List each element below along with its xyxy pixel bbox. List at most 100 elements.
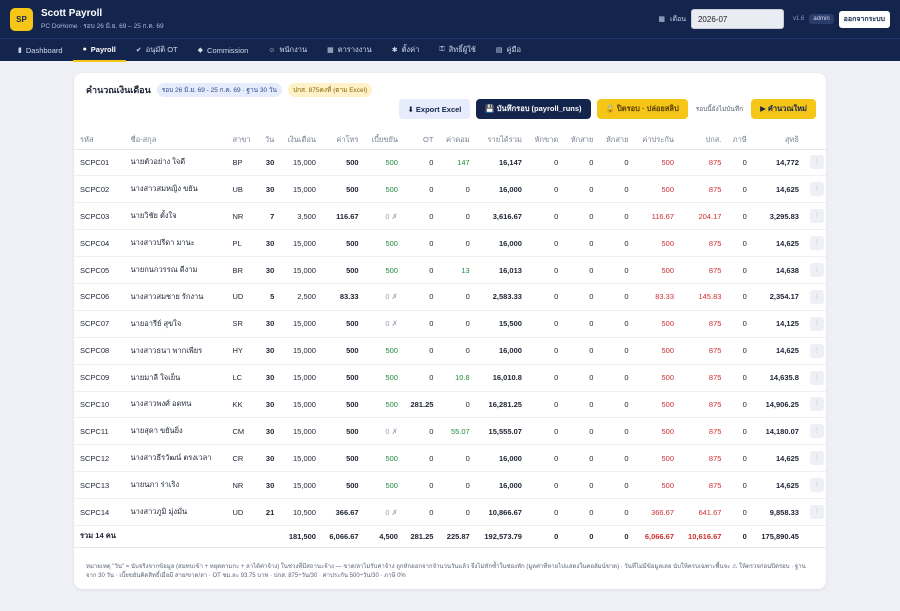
app-title: Scott Payroll <box>41 7 103 19</box>
cell-ss: 875 <box>678 471 726 500</box>
table-row[interactable]: SCPC04 นางสาวปรีดา มานะ PL 30 15,000 500 500 0 0… <box>74 229 826 258</box>
cell-ab: 0 <box>525 337 563 365</box>
cell-sal: 15,000 <box>278 175 320 204</box>
nav-item-5[interactable]: ▦ ตารางงาน <box>317 39 382 62</box>
cell-actions: ⋮ <box>802 391 826 419</box>
table-row[interactable]: SCPC05 นายกนกวรรณ ดีงาม BR 30 15,000 500 500 0 1… <box>74 256 826 284</box>
version-label: v1.6 <box>792 16 805 22</box>
row-detail-button[interactable]: ⋮ <box>810 263 824 277</box>
table-row[interactable]: SCPC03 นายวิชัย ตั้งใจ NR 7 3,500 116.67 0 ✗ 0 0… <box>74 202 826 231</box>
cell-ot: 0 <box>401 498 438 526</box>
unsaved-status: รอบนี้ยังไม่บันทึก <box>695 106 744 113</box>
cell-com: 0 <box>437 471 474 500</box>
cell-id: SCPC11 <box>74 417 127 446</box>
cell-ins: 116.67 <box>632 202 679 231</box>
row-detail-button[interactable]: ⋮ <box>810 397 824 412</box>
table-row[interactable]: SCPC08 นางสาวธนา พากเพียร HY 30 15,000 500 500… <box>74 337 826 365</box>
cell-inc: 15,555.07 <box>473 417 526 446</box>
column-header: หักสาย <box>597 131 633 150</box>
cell-days: 30 <box>258 256 279 284</box>
cell-id: SCPC09 <box>74 364 127 392</box>
table-row[interactable]: SCPC12 นางสาวธีรวัฒน์ ตรงเวลา CR 30 15,000 50… <box>74 444 826 473</box>
cell-sal: 15,000 <box>278 149 320 177</box>
row-detail-button[interactable]: ⋮ <box>810 370 824 385</box>
cell-lt: 0 <box>562 175 598 204</box>
nav-item-4[interactable]: ☺ พนักงาน <box>258 39 317 62</box>
cell-br: HY <box>228 337 259 365</box>
cell-ins: 500 <box>632 471 679 500</box>
row-detail-button[interactable]: ⋮ <box>810 424 824 439</box>
cell-tax: 0 <box>725 337 751 365</box>
cell-ot: 0 <box>401 471 438 500</box>
cell-ot: 0 <box>401 337 438 365</box>
month-label: เดือน <box>670 15 686 23</box>
total-ins: 6,066.67 <box>632 524 679 548</box>
column-header: เบี้ยขยัน <box>362 131 402 150</box>
table-row[interactable]: SCPC06 นางสาวสมชาย รักงาน UD 5 2,500 83.33 0 ✗… <box>74 283 826 311</box>
row-detail-button[interactable]: ⋮ <box>810 451 824 466</box>
cell-ss: 875 <box>678 256 726 284</box>
cell-name: นางสาวสมหญิง ขยัน <box>126 175 229 204</box>
close-run-button[interactable]: 🔒 ปิดรอบ · ปล่อยสลิป <box>596 99 688 119</box>
column-header: ปกส. <box>678 131 726 150</box>
cell-days: 30 <box>258 149 279 177</box>
cell-ins: 500 <box>632 256 679 284</box>
table-row[interactable]: SCPC07 นายอารีย์ สุขใจ SR 30 15,000 500 0 ✗ 0 0 1… <box>74 310 826 338</box>
row-detail-button[interactable]: ⋮ <box>810 182 824 197</box>
nav-item-2[interactable]: ✔ อนุมัติ OT <box>126 39 188 62</box>
cell-tel: 500 <box>319 149 363 177</box>
table-row[interactable]: SCPC10 นางสาวพงศ์ อดทน KK 30 15,000 500 500 281… <box>74 391 826 419</box>
cell-id: SCPC08 <box>74 337 127 365</box>
cell-actions: ⋮ <box>802 498 826 526</box>
row-detail-button[interactable]: ⋮ <box>810 478 824 493</box>
table-row[interactable]: SCPC11 นายสุดา ขยันยิ่ง CM 30 15,000 500 0 ✗ 0 5… <box>74 417 826 446</box>
cell-net: 14,125 <box>750 310 803 338</box>
nav-item-7[interactable]: ⚿ สิทธิ์ผู้ใช้ <box>429 39 486 62</box>
total-empty <box>802 524 826 548</box>
logout-button[interactable]: ออกจากระบบ <box>838 10 890 28</box>
cell-tax: 0 <box>725 391 751 419</box>
cell-ss: 875 <box>678 364 726 392</box>
column-header: ค่าคอม <box>437 131 474 150</box>
row-detail-button[interactable]: ⋮ <box>810 236 824 251</box>
table-row[interactable]: SCPC14 นางสาวภูมิ มุ่งมั่น UD 21 10,500 366.6… <box>74 498 826 526</box>
table-row[interactable]: SCPC01 นายตัวอย่าง ใจดี BP 30 15,000 500 500 0 1… <box>74 149 826 177</box>
export-excel-button[interactable]: ⬇ Export Excel <box>398 99 471 119</box>
save-run-button[interactable]: 💾 บันทึกรอบ (payroll_runs) <box>476 99 591 119</box>
cell-sal: 15,000 <box>278 391 320 419</box>
nav-item-8[interactable]: ▤ คู่มือ <box>486 39 531 62</box>
row-detail-button[interactable]: ⋮ <box>810 316 824 331</box>
nav-item-6[interactable]: ✱ ตั้งค่า <box>382 39 430 62</box>
cell-br: CR <box>228 444 259 473</box>
row-detail-button[interactable]: ⋮ <box>810 209 824 224</box>
cell-ss: 875 <box>678 229 726 258</box>
cell-dil: 500 <box>362 337 402 365</box>
row-detail-button[interactable]: ⋮ <box>810 155 824 170</box>
table-row[interactable]: SCPC09 นายมาลี ใจเย็น LC 30 15,000 500 500 0 10.… <box>74 364 826 392</box>
nav-item-0[interactable]: ▮ Dashboard <box>8 39 73 62</box>
cell-ss: 875 <box>678 444 726 473</box>
cell-actions: ⋮ <box>802 310 826 338</box>
recalculate-button[interactable]: ▶ คำนวณใหม่ <box>751 99 816 119</box>
nav-label: Dashboard <box>25 45 63 55</box>
table-row[interactable]: SCPC13 นายนภา ร่าเริง NR 30 15,000 500 500 0 0 16… <box>74 471 826 500</box>
cell-id: SCPC14 <box>74 498 127 526</box>
nav-item-3[interactable]: ◆ Commission <box>188 39 259 62</box>
nav-item-1[interactable]: ● Payroll <box>72 39 126 62</box>
month-input[interactable]: 2026-07 <box>690 9 784 29</box>
table-row[interactable]: SCPC02 นางสาวสมหญิง ขยัน UB 30 15,000 500 500 0… <box>74 175 826 204</box>
row-detail-button[interactable]: ⋮ <box>810 289 824 304</box>
cell-dil: 0 ✗ <box>362 417 402 446</box>
row-detail-button[interactable]: ⋮ <box>810 343 824 358</box>
cell-lt2: 0 <box>597 229 633 258</box>
cell-br: CM <box>228 417 259 446</box>
cell-ot: 0 <box>401 202 438 231</box>
cell-lt: 0 <box>562 444 598 473</box>
row-detail-button[interactable]: ⋮ <box>810 505 824 520</box>
cell-sal: 15,000 <box>278 364 320 392</box>
cell-ot: 0 <box>401 417 438 446</box>
cell-br: SR <box>228 310 259 338</box>
cell-net: 14,625 <box>750 337 803 365</box>
cell-name: นายกนกวรรณ ดีงาม <box>126 256 229 284</box>
cell-inc: 16,010.8 <box>473 364 526 392</box>
